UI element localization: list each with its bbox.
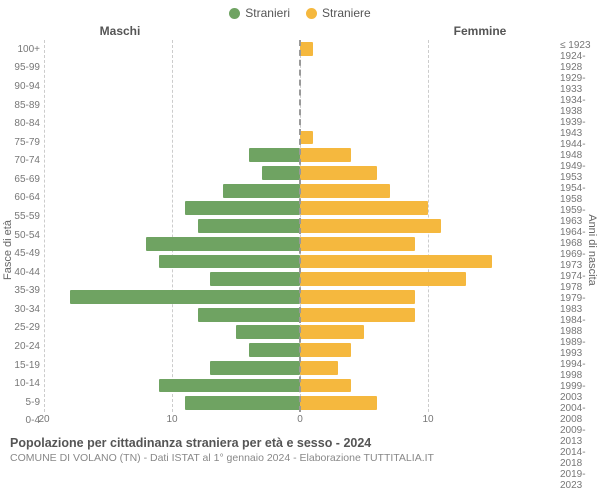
year-tick: 1979-1983 (556, 293, 600, 315)
plot: 2010010 (44, 40, 556, 430)
age-tick: 20-24 (0, 337, 44, 356)
year-tick: 1924-1928 (556, 51, 600, 73)
male-bar (198, 308, 300, 322)
year-tick: 2009-2013 (556, 425, 600, 447)
y-axis-right: ≤ 19231924-19281929-19331934-19381939-19… (556, 40, 600, 430)
age-tick: 65-69 (0, 170, 44, 189)
x-tick: 20 (38, 414, 49, 425)
age-tick: 10-14 (0, 374, 44, 393)
chart-area: 100+95-9990-9485-8980-8475-7970-7465-696… (0, 40, 600, 430)
year-tick: 1934-1938 (556, 95, 600, 117)
chart-subtitle: COMUNE DI VOLANO (TN) - Dati ISTAT al 1°… (10, 452, 590, 464)
x-axis: 2010010 (44, 412, 556, 430)
year-tick: 1939-1943 (556, 117, 600, 139)
x-tick: 10 (422, 414, 433, 425)
age-tick: 30-34 (0, 300, 44, 319)
year-tick: 1974-1978 (556, 271, 600, 293)
age-tick: 5-9 (0, 393, 44, 412)
male-bar (70, 290, 300, 304)
male-bar (159, 255, 300, 269)
female-bar (300, 184, 390, 198)
age-tick: 70-74 (0, 151, 44, 170)
female-bar (300, 308, 415, 322)
age-tick: 100+ (0, 40, 44, 59)
female-bar (300, 219, 441, 233)
x-tick: 10 (166, 414, 177, 425)
female-bar (300, 379, 351, 393)
header-male: Maschi (0, 24, 300, 38)
age-tick: 25-29 (0, 319, 44, 338)
female-bar (300, 237, 415, 251)
male-swatch (229, 8, 240, 19)
y-axis-left: 100+95-9990-9485-8980-8475-7970-7465-696… (0, 40, 44, 430)
male-bar (223, 184, 300, 198)
year-tick: 1964-1968 (556, 227, 600, 249)
age-tick: 80-84 (0, 114, 44, 133)
chart-title: Popolazione per cittadinanza straniera p… (10, 436, 590, 450)
female-bar (300, 255, 492, 269)
female-bar (300, 201, 428, 215)
legend-item-male: Stranieri (229, 6, 290, 20)
male-bar (210, 272, 300, 286)
year-tick: 1929-1933 (556, 73, 600, 95)
age-tick: 55-59 (0, 207, 44, 226)
age-tick: 85-89 (0, 96, 44, 115)
year-tick: 1989-1993 (556, 337, 600, 359)
year-tick: 1959-1963 (556, 205, 600, 227)
male-bar (249, 148, 300, 162)
legend-label-female: Straniere (322, 6, 371, 20)
female-bar (300, 131, 313, 145)
age-tick: 60-64 (0, 189, 44, 208)
age-tick: 40-44 (0, 263, 44, 282)
female-bar (300, 166, 377, 180)
female-bar (300, 396, 377, 410)
center-line (299, 40, 301, 412)
female-bar (300, 272, 466, 286)
female-bar (300, 290, 415, 304)
legend: Stranieri Straniere (0, 0, 600, 20)
male-bar (185, 201, 300, 215)
year-tick: 2019-2023 (556, 469, 600, 491)
year-tick: 1949-1953 (556, 161, 600, 183)
year-tick: 2004-2008 (556, 403, 600, 425)
male-bar (236, 325, 300, 339)
female-bar (300, 42, 313, 56)
year-tick: 1994-1998 (556, 359, 600, 381)
female-swatch (306, 8, 317, 19)
footer: Popolazione per cittadinanza straniera p… (0, 430, 600, 464)
male-bar (262, 166, 300, 180)
year-tick: 1984-1988 (556, 315, 600, 337)
male-bar (249, 343, 300, 357)
age-tick: 45-49 (0, 244, 44, 263)
female-bar (300, 325, 364, 339)
year-tick: 1944-1948 (556, 139, 600, 161)
year-tick: 1999-2003 (556, 381, 600, 403)
age-tick: 95-99 (0, 59, 44, 78)
male-bar (198, 219, 300, 233)
year-tick: 1954-1958 (556, 183, 600, 205)
legend-item-female: Straniere (306, 6, 371, 20)
age-tick: 15-19 (0, 356, 44, 375)
x-tick: 0 (297, 414, 303, 425)
age-tick: 90-94 (0, 77, 44, 96)
age-tick: 0-4 (0, 412, 44, 431)
female-bar (300, 148, 351, 162)
year-tick: ≤ 1923 (556, 40, 600, 51)
year-tick: 2014-2018 (556, 447, 600, 469)
age-tick: 35-39 (0, 282, 44, 301)
legend-label-male: Stranieri (245, 6, 290, 20)
female-bar (300, 361, 338, 375)
female-bar (300, 343, 351, 357)
header-female: Femmine (300, 24, 600, 38)
column-headers: Maschi Femmine (0, 24, 600, 38)
male-bar (185, 396, 300, 410)
male-bar (146, 237, 300, 251)
age-tick: 75-79 (0, 133, 44, 152)
male-bar (210, 361, 300, 375)
age-tick: 50-54 (0, 226, 44, 245)
year-tick: 1969-1973 (556, 249, 600, 271)
male-bar (159, 379, 300, 393)
